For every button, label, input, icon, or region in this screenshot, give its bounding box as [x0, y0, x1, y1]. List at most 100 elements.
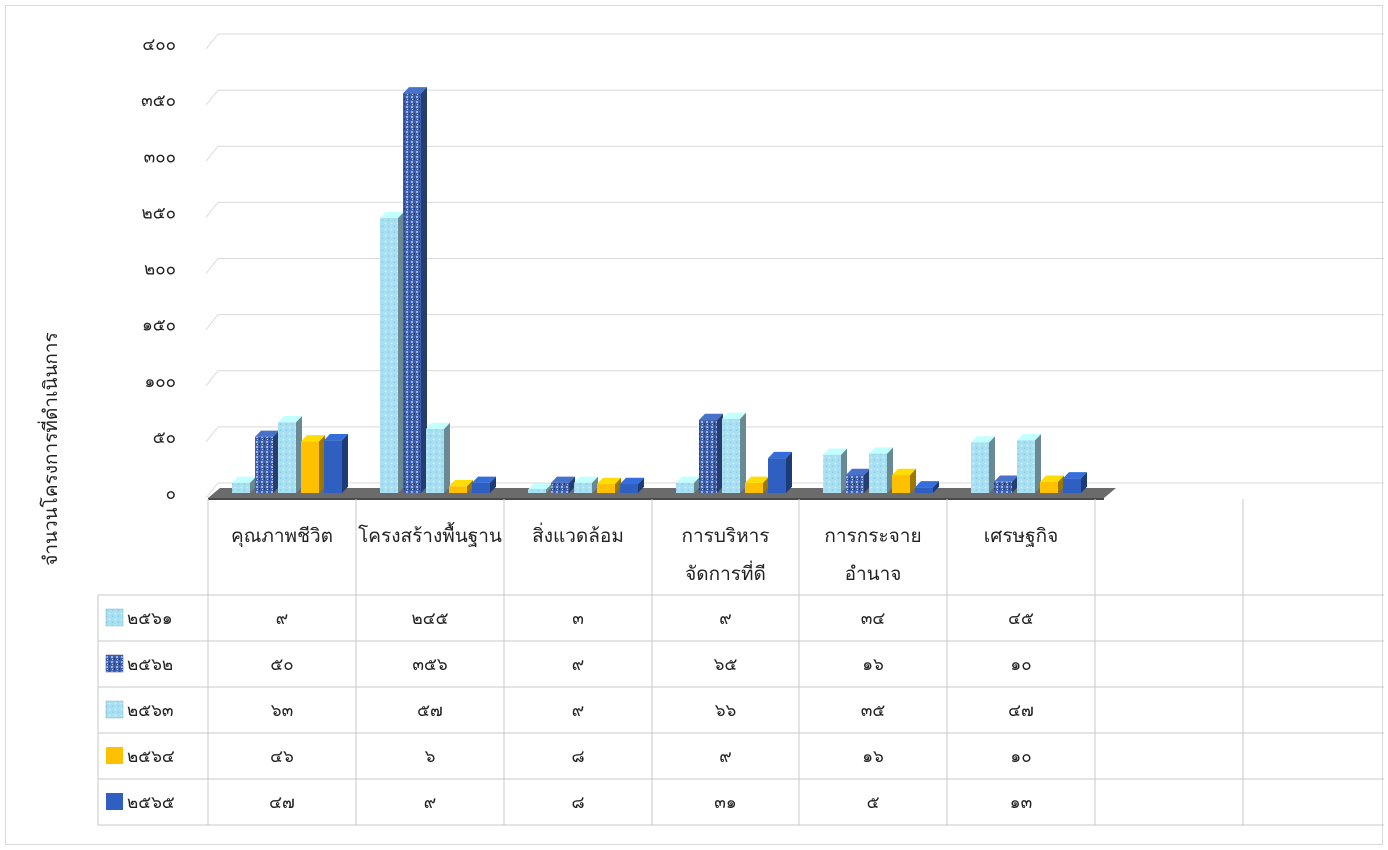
- y-tick-label: ๒๕๐: [142, 203, 176, 223]
- bar-top: [846, 468, 870, 476]
- bar-top: [528, 483, 552, 490]
- gridline-diag-1: [205, 426, 219, 443]
- bar-top: [1063, 472, 1087, 479]
- bar-side: [421, 87, 427, 493]
- bar-side: [717, 413, 723, 493]
- bar-front: [528, 489, 546, 493]
- gridline-diag-2: [205, 370, 219, 387]
- table-cell: ๑๓: [1010, 793, 1032, 813]
- bar-top: [915, 481, 939, 488]
- bar-front: [620, 484, 638, 493]
- bar-4-1: [846, 468, 870, 493]
- bar-front: [232, 482, 250, 493]
- bar-3-0: [676, 476, 700, 493]
- bar-5-3: [1040, 475, 1064, 493]
- bar-3-1: [699, 413, 723, 493]
- bar-front: [301, 441, 319, 493]
- bar-side: [273, 430, 279, 493]
- legend-swatch: [106, 793, 123, 810]
- category-label: อำนาจ: [845, 563, 902, 585]
- y-tick-label: ๑๐๐: [144, 372, 176, 392]
- bar-5-1: [994, 475, 1018, 493]
- table-cell: ๙: [719, 609, 731, 629]
- bar-top: [426, 422, 450, 430]
- bar-side: [1035, 433, 1041, 493]
- bar-top: [278, 415, 302, 423]
- category-label: เศรษฐกิจ: [984, 525, 1058, 547]
- bar-side: [319, 435, 325, 493]
- bar-front: [472, 482, 490, 493]
- bar-front: [971, 442, 989, 493]
- bar-top: [232, 476, 256, 483]
- y-tick-label: ๓๐๐: [144, 147, 176, 167]
- bar-2-1: [551, 476, 575, 493]
- table-cell: ๔๕: [1008, 609, 1034, 629]
- table-cell: ๙: [276, 609, 288, 629]
- bar-side: [910, 468, 916, 493]
- bar-side: [444, 422, 450, 493]
- bar-top: [745, 476, 769, 483]
- bar-front: [745, 482, 763, 493]
- bar-side: [1081, 472, 1087, 493]
- table-cell: ๘: [571, 747, 584, 767]
- category-label: จัดการที่ดี: [685, 560, 766, 585]
- bar-front: [869, 453, 887, 493]
- bar-side: [933, 481, 939, 493]
- table-cell: ๙: [572, 701, 584, 721]
- bar-side: [546, 483, 552, 493]
- floor-front: [208, 498, 1104, 500]
- bar-0-2: [278, 415, 302, 493]
- bar-front: [915, 487, 933, 493]
- bar-front: [823, 454, 841, 493]
- bar-top: [823, 448, 847, 455]
- table-cell: ๔๖: [270, 747, 294, 767]
- category-label: คุณภาพชีวิต: [231, 525, 333, 548]
- gridline-diag-4: [205, 258, 219, 274]
- bar-top: [676, 476, 700, 483]
- bar-side: [592, 476, 598, 493]
- bar-top: [699, 413, 723, 421]
- bar-top: [449, 479, 473, 487]
- bar-top: [574, 476, 598, 483]
- bar-side: [1058, 475, 1064, 493]
- bar-4-4: [915, 481, 939, 493]
- table-cell: ๙: [719, 747, 731, 767]
- bar-front: [324, 440, 342, 493]
- bar-2-4: [620, 477, 644, 493]
- category-label: โครงสร้างพื้นฐาน: [358, 522, 502, 547]
- bar-2-2: [574, 476, 598, 493]
- legend-label: ๒๕๖๓: [127, 701, 173, 721]
- bar-side: [569, 476, 575, 493]
- bar-side: [887, 447, 893, 493]
- table-cell: ๘: [571, 793, 584, 813]
- bar-side: [786, 451, 792, 493]
- y-tick-label: ๒๐๐: [144, 260, 176, 280]
- bar-1-0: [380, 211, 404, 494]
- bar-4-2: [869, 447, 893, 493]
- table-cell: ๖๓: [271, 701, 293, 721]
- bar-front: [403, 93, 421, 493]
- gridline-diag-7: [205, 89, 219, 106]
- y-tick-label: ๐: [166, 484, 176, 504]
- table-cell: ๖๕: [714, 655, 738, 675]
- legend-label: ๒๕๖๒: [127, 655, 173, 675]
- bar-top: [472, 476, 496, 483]
- bar-top: [597, 477, 621, 485]
- bar-side: [250, 476, 256, 493]
- table-cell: ๖: [425, 747, 436, 767]
- table-cell: ๓: [572, 609, 584, 629]
- bar-front: [380, 217, 398, 494]
- bar-side: [989, 436, 995, 493]
- bar-top: [551, 476, 575, 483]
- bar-side: [638, 477, 644, 493]
- bar-side: [398, 211, 404, 493]
- bar-4-0: [823, 448, 847, 493]
- bar-top: [324, 433, 348, 441]
- table-cell: ๓๕๖: [412, 655, 447, 675]
- bar-4-3: [892, 468, 916, 493]
- table-cell: ๕๗: [417, 701, 443, 721]
- bar-top: [994, 475, 1018, 482]
- bar-3-3: [745, 476, 769, 493]
- table-cell: ๖๖: [715, 701, 737, 721]
